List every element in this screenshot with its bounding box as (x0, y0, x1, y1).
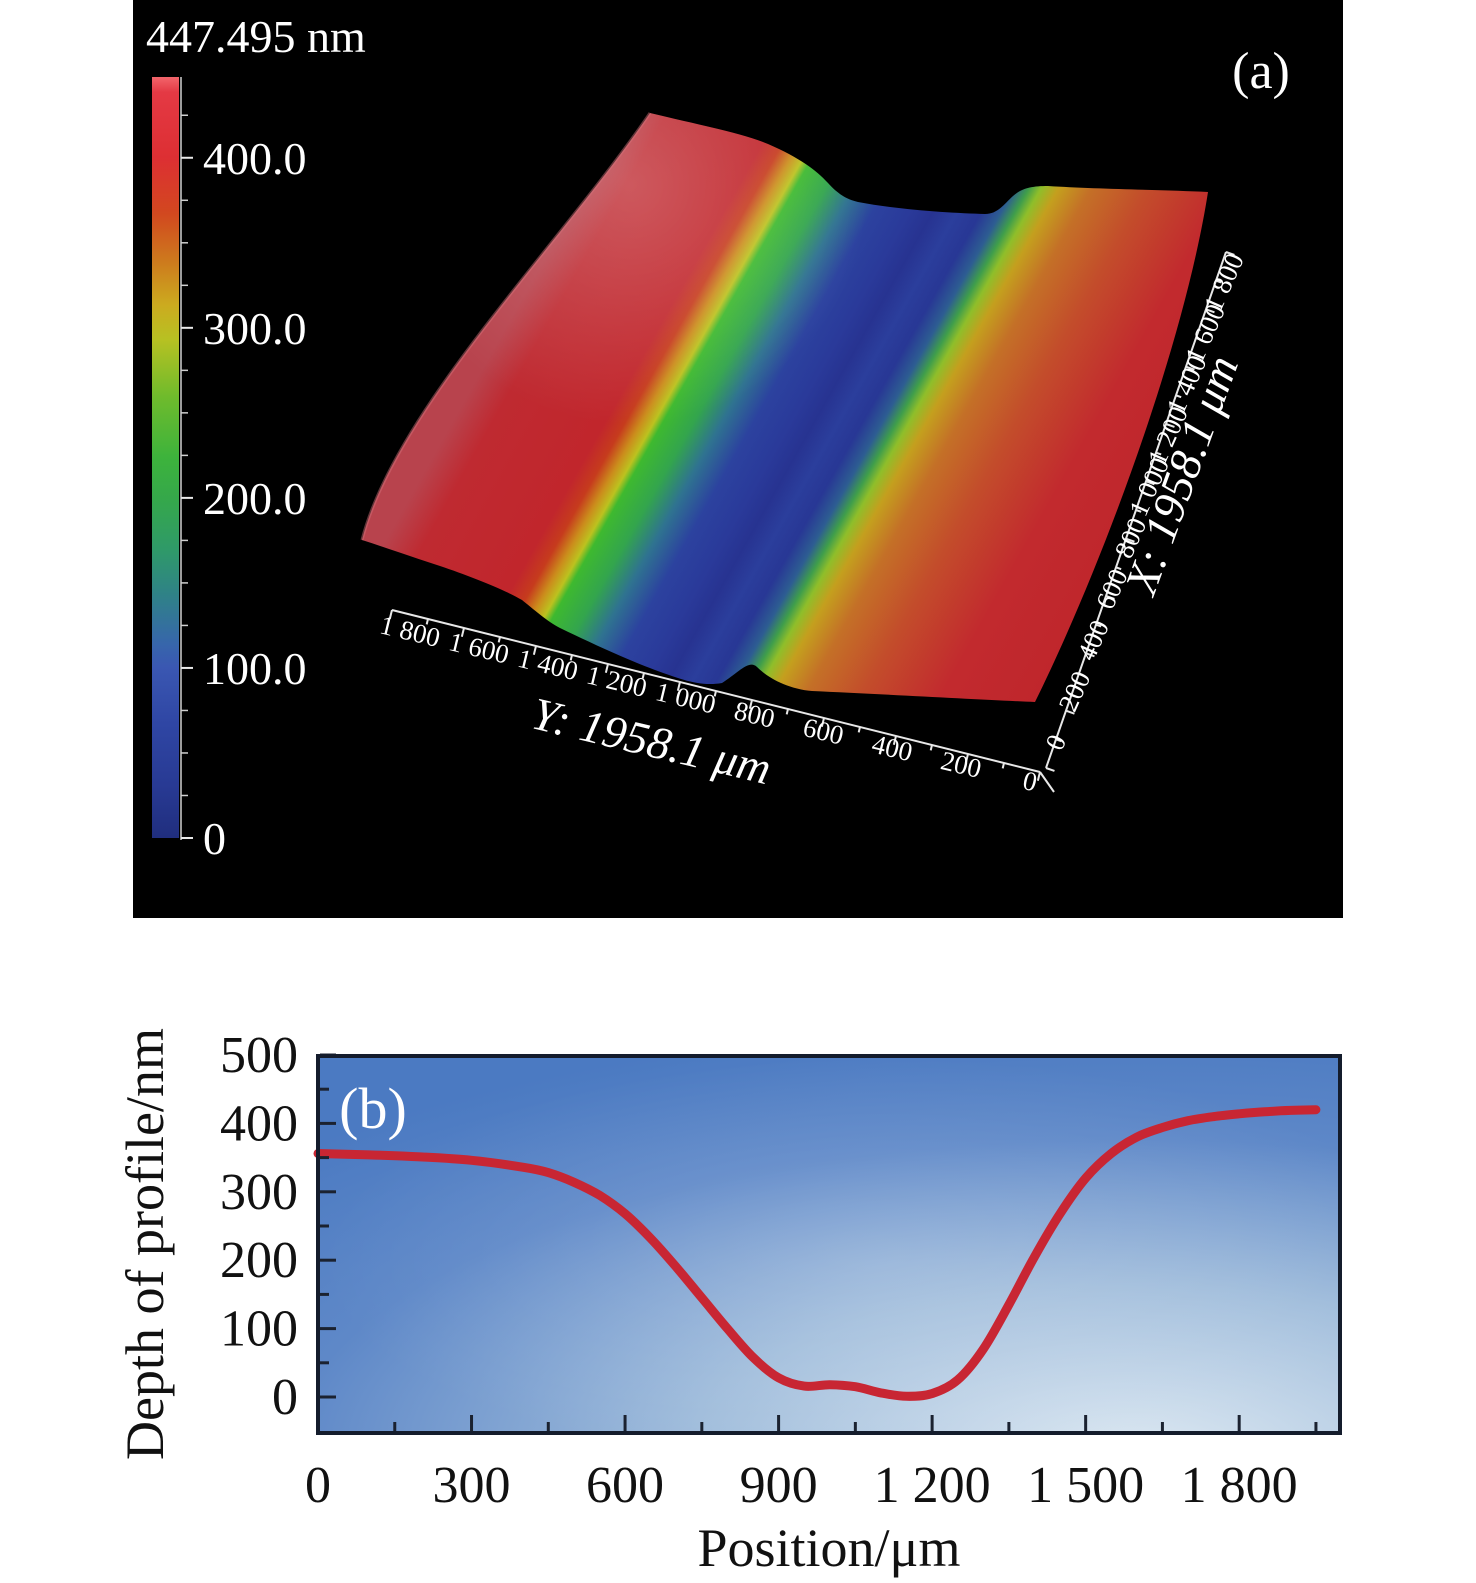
color-scale-gradient (152, 77, 179, 838)
panel-b-x-tick-label: 1 200 (874, 1457, 991, 1514)
x-axis-3d-minor-tick (1215, 279, 1222, 284)
color-scale-tick-label: 300.0 (203, 303, 307, 354)
panel-b-y-tick-label: 500 (220, 1027, 298, 1084)
y-axis-3d-major-tick (748, 699, 753, 709)
panel-b-plot-sheen (318, 1056, 1340, 1433)
y-axis-3d-minor-tick (785, 708, 789, 715)
x-axis-3d-ticks (1045, 251, 1235, 772)
y-axis-3d-minor-tick (497, 636, 501, 643)
y-axis-3d-ticks (388, 609, 1041, 781)
x-axis-3d-minor-tick (1095, 623, 1102, 628)
x-axis-3d-major-tick (1045, 767, 1055, 772)
y-axis-3d-major-tick (460, 627, 465, 637)
x-axis-3d-minor-tick (1075, 681, 1082, 685)
panel-b-x-tick-label: 300 (433, 1457, 511, 1514)
panel-b-y-tick-label: 300 (220, 1164, 298, 1221)
panel-b-y-tick-labels: 500 400 300 200 100 0 (220, 1027, 298, 1426)
y-axis-3d-major-tick (532, 645, 537, 655)
y-axis-3d-minor-tick (1001, 762, 1005, 769)
y-axis-3d-minor-tick (425, 618, 429, 625)
profile-curve (313, 1105, 1321, 1401)
color-scale-bar: 400.0 300.0 200.0 100.0 0 (152, 77, 307, 864)
y-axis-3d-minor-tick (641, 672, 645, 679)
y-axis-3d-major-tick (892, 735, 897, 745)
panel-b-label: (b) (339, 1076, 407, 1141)
color-scale-tick-label: 400.0 (203, 133, 307, 184)
x-axis-3d-major-tick (1165, 423, 1175, 428)
panel-b: 0 300 600 900 1 200 1 500 1 800 500 400 300 200 10… (115, 1027, 1342, 1578)
panel-b-y-title: Depth of profile/nm (115, 1028, 175, 1460)
y-axis-3d-major-tick (1036, 771, 1041, 781)
x-axis-3d-major-tick (1105, 595, 1115, 600)
x-axis-3d-minor-tick (1195, 337, 1202, 341)
color-scale-tick-label: 0 (203, 813, 226, 864)
axis-origin-stub (1039, 771, 1055, 793)
x-axis-3d-minor-tick (1055, 738, 1062, 743)
surface-3d (360, 112, 1208, 702)
x-axis-3d-minor-tick (1135, 509, 1142, 513)
y-axis-3d-minor-tick (713, 690, 717, 697)
x-axis-3d-minor-tick (1155, 451, 1162, 456)
x-axis-3d-major-tick (1065, 709, 1075, 715)
panel-b-x-tick-label: 900 (740, 1457, 818, 1514)
y-axis-3d-major-tick (604, 663, 609, 673)
x-axis-3d-major-tick (1185, 365, 1195, 371)
x-axis-3d-major-tick (1125, 537, 1135, 543)
panel-b-x-tick-label: 600 (586, 1457, 664, 1514)
y-axis-3d-minor-tick (857, 726, 861, 733)
panel-b-x-tick-label: 1 500 (1027, 1457, 1144, 1514)
x-axis-3d-major-tick (1085, 652, 1095, 658)
color-scale-labels: 400.0 300.0 200.0 100.0 0 (203, 133, 307, 864)
panel-b-y-tick-label: 100 (220, 1301, 298, 1358)
panel-b-x-tick-label: 1 800 (1181, 1457, 1298, 1514)
panel-b-x-tick-labels: 0 300 600 900 1 200 1 500 1 800 (305, 1457, 1298, 1514)
y-axis-3d-major-tick (388, 609, 393, 619)
x-axis-3d-major-tick (1205, 308, 1215, 314)
color-scale-ticks (181, 114, 193, 839)
x-axis-3d-major-tick (1225, 251, 1235, 256)
x-axis-3d-minor-tick (1115, 566, 1122, 571)
x-axis-3d-minor-tick (1175, 394, 1182, 399)
y-axis-3d-major-tick (820, 717, 825, 727)
panel-b-frame (316, 1054, 1342, 1435)
y-axis-3d-minor-tick (929, 744, 933, 751)
panel-b-x-title: Position/μm (697, 1518, 960, 1578)
y-axis-3d-minor-tick (569, 654, 573, 661)
panel-b-y-tick-label: 200 (220, 1232, 298, 1289)
surface-highlight (390, 113, 870, 425)
panel-b-y-tick-label: 0 (272, 1369, 298, 1426)
scale-bar-title: 447.495 nm (146, 11, 366, 62)
panel-a-label: (a) (1232, 43, 1290, 100)
panel-b-x-tick-label: 0 (305, 1457, 331, 1514)
y-axis-3d-major-tick (964, 753, 969, 763)
panel-b-ticks (316, 1053, 1318, 1431)
surface-left-edge-highlight (360, 112, 652, 541)
panel-b-y-tick-label: 400 (220, 1095, 298, 1152)
y-axis-3d-major-tick (676, 681, 681, 691)
color-scale-tick-label: 100.0 (203, 643, 307, 694)
color-scale-tick-label: 200.0 (203, 473, 307, 524)
x-axis-3d-major-tick (1145, 480, 1155, 486)
